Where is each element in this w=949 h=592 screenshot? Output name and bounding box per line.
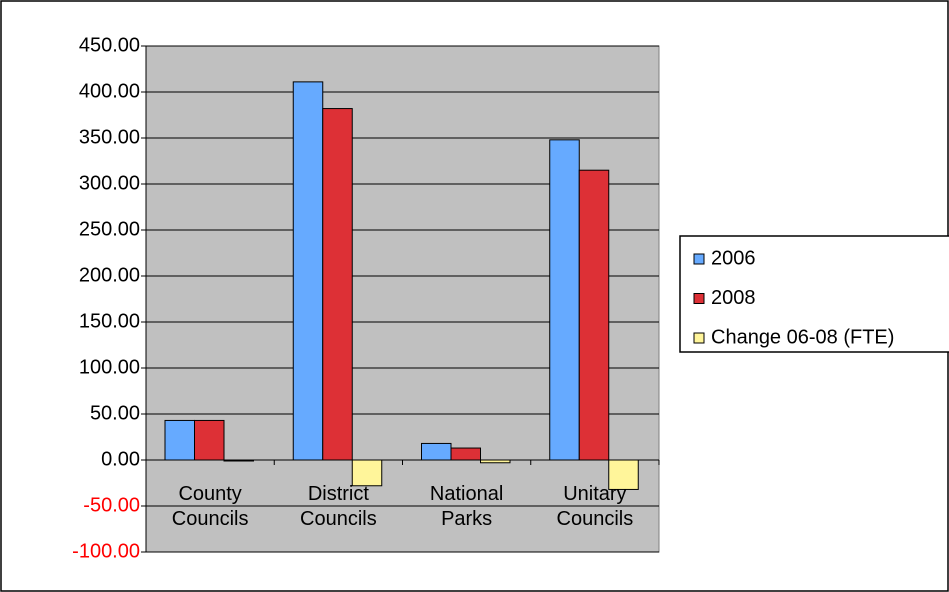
x-tick-label-box: County Councils	[171, 483, 249, 530]
x-tick-label-box: Unitary Councils	[556, 483, 634, 530]
legend-swatch	[693, 253, 705, 265]
y-tick-label: 300.00	[79, 172, 140, 194]
x-tick-label-box: District Councils	[300, 483, 377, 530]
legend-label: 2008	[711, 287, 756, 309]
legend-label: 2006	[711, 247, 756, 269]
bar	[322, 108, 353, 461]
y-tick-label: -100.00	[72, 540, 140, 562]
bar	[292, 81, 324, 461]
y-tick-label: 200.00	[79, 264, 140, 286]
y-tick-label: 250.00	[79, 218, 140, 240]
y-tick-label: 0.00	[101, 448, 140, 470]
bar	[549, 139, 580, 461]
y-tick-label: 450.00	[79, 34, 140, 56]
legend-label: Change 06-08 (FTE)	[711, 326, 894, 348]
bar	[421, 442, 452, 461]
y-tick-label: 100.00	[79, 356, 140, 378]
bar	[194, 419, 225, 461]
y-tick-label: 400.00	[79, 80, 140, 102]
y-tick-label: 350.00	[79, 126, 140, 148]
bar	[351, 459, 383, 487]
y-tick-label: -50.00	[83, 494, 140, 516]
x-tick-label: District Councils	[300, 483, 377, 530]
legend-swatch	[693, 332, 705, 344]
x-tick-label: National Parks	[429, 483, 504, 530]
bar	[578, 169, 610, 461]
y-tick-label: 150.00	[79, 310, 140, 332]
bar	[164, 419, 195, 461]
x-tick-label: County Councils	[171, 483, 249, 530]
bar	[450, 447, 481, 461]
bar	[608, 459, 639, 490]
y-tick-label: 50.00	[90, 402, 140, 424]
x-tick-label: Unitary Councils	[556, 483, 634, 530]
legend-swatch	[693, 293, 705, 304]
legend	[679, 235, 949, 353]
x-tick-label-box: National Parks	[429, 483, 504, 530]
